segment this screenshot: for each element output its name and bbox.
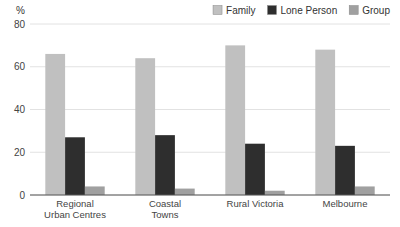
legend-label: Group (362, 5, 390, 16)
grid-line (30, 195, 390, 196)
legend: Family Lone Person Group (213, 5, 390, 16)
x-tick-label: CoastalTowns (149, 198, 181, 220)
grid-line (30, 24, 390, 25)
x-tick-label: RegionalUrban Centres (44, 198, 106, 220)
bars (45, 45, 374, 195)
legend-label: Family (226, 5, 255, 16)
bar (65, 137, 85, 195)
bar (45, 54, 65, 195)
bar (225, 45, 245, 195)
x-tick-label: Rural Victoria (227, 198, 285, 209)
bar (245, 144, 265, 195)
legend-label: Lone Person (280, 5, 337, 16)
x-axis-line (30, 195, 390, 196)
legend-swatch (349, 6, 358, 15)
chart: 0 20 40 60 80% RegionalUrban Centres CoastalTo… (0, 0, 400, 227)
y-tick-label: 20 (14, 147, 26, 158)
legend-swatch (267, 6, 276, 15)
y-tick-label: 80 (14, 19, 26, 30)
y-tick-label: 40 (14, 104, 26, 115)
x-tick-label: Melbourne (323, 198, 368, 209)
bar (85, 186, 105, 195)
legend-swatch (213, 6, 222, 15)
grid-line (30, 66, 390, 67)
y-tick-label: 60 (14, 61, 26, 72)
bar (265, 191, 285, 195)
grid-line (30, 109, 390, 110)
y-axis-label: % (16, 5, 25, 16)
bar (175, 189, 195, 195)
y-tick-label: 0 (19, 190, 25, 201)
bar (315, 50, 335, 195)
bar (355, 186, 375, 195)
bar (135, 58, 155, 195)
bar (335, 146, 355, 195)
bar (155, 135, 175, 195)
